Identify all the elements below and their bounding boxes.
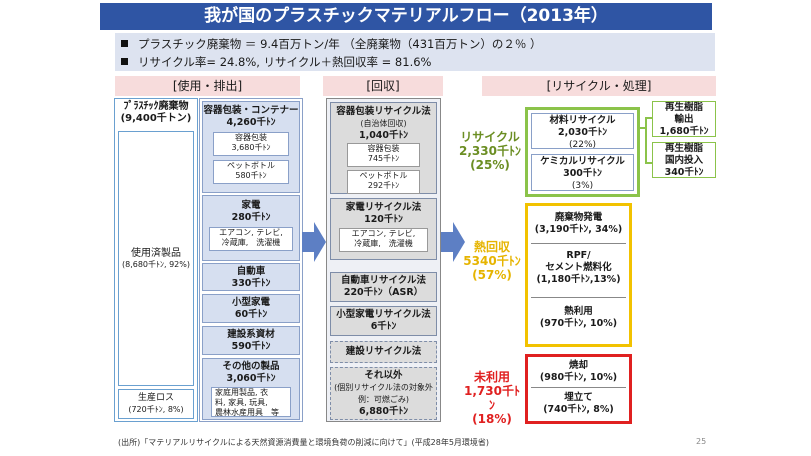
collect-small-appliance-law: 小型家電リサイクル法 6千ﾄﾝ [330, 306, 437, 336]
unused-box: 焼却 (980千ﾄﾝ, 10%) 埋立て (740千ﾄﾝ, 8%) [525, 354, 632, 424]
header-recycle: [リサイクル・処理] [482, 76, 716, 96]
page-number: 25 [696, 437, 707, 446]
waste-power-generation: 廃棄物発電 (3,190千ﾄﾝ, 34%) [531, 210, 626, 244]
used-products-value: (8,680千ﾄﾝ, 92%) [121, 260, 190, 269]
use-item-other: その他の製品 3,060千ﾄﾝ 家庭用製品, 衣料, 家具, 玩具, 農林水産用具… [202, 358, 300, 420]
heat-utilization: 熱利用 (970千ﾄﾝ, 10%) [531, 304, 626, 338]
landfill: 埋立て (740千ﾄﾝ, 8%) [531, 392, 626, 420]
use-item-construction: 建設系資材 590千ﾄﾝ [202, 326, 300, 355]
use-subitem-appliances: エアコン, テレビ, 冷蔵庫, 洗濯機 [209, 227, 293, 251]
summary-box: プラスチック廃棄物 ＝ 9.4百万トン/年 （全廃棄物（431百万トン）の２％ … [115, 33, 715, 71]
rpf-cement-fuel: RPF/ セメント燃料化 (1,180千ﾄﾝ,13%) [531, 248, 626, 298]
heat-recovery-box: 廃棄物発電 (3,190千ﾄﾝ, 34%) RPF/ セメント燃料化 (1,18… [525, 203, 632, 347]
resin-domestic-box: 再生樹脂 国内投入 340千ﾄﾝ [652, 142, 716, 178]
production-loss-box: 生産ロス (720千ﾄﾝ, 8%) [118, 389, 194, 419]
use-item-appliances: 家電 280千ﾄﾝ エアコン, テレビ, 冷蔵庫, 洗濯機 [202, 195, 300, 261]
production-loss-label: 生産ロス [137, 393, 174, 403]
waste-total: (9,400千トン) [120, 113, 192, 124]
collect-appliance-law: 家電リサイクル法 120千ﾄﾝ エアコン, テレビ, 冷蔵庫, 洗濯機 [330, 198, 437, 260]
collect-other: それ以外 (個別リサイクル法の対象外 例：可燃ごみ) 6,880千ﾄﾝ [330, 367, 437, 420]
bullet-icon [121, 58, 128, 65]
header-collect: [回収] [323, 76, 443, 96]
collect-column: 容器包装リサイクル法 (自治体回収) 1,040千ﾄﾝ 容器包装 745千ﾄﾝ ペ… [326, 98, 441, 422]
resin-export-box: 再生樹脂 輸出 1,680千ﾄﾝ [652, 101, 716, 137]
use-item-automobiles: 自動車 330千ﾄﾝ [202, 263, 300, 291]
recycle-box: 材料リサイクル 2,030千ﾄﾝ (22%) ケミカルリサイクル 300千ﾄﾝ … [525, 107, 640, 197]
chemical-recycle: ケミカルリサイクル 300千ﾄﾝ (3%) [531, 154, 634, 191]
collect-construction-law: 建設リサイクル法 [330, 341, 437, 363]
summary-line-2: リサイクル率= 24.8%, リサイクル＋熱回収率 = 81.6% [121, 53, 709, 71]
collect-subitem-appliances: エアコン, テレビ, 冷蔵庫, 洗濯機 [339, 228, 428, 252]
waste-total-box: ﾌﾟﾗｽﾁｯｸ廃棄物 (9,400千トン) 使用済製品 (8,680千ﾄﾝ, 9… [114, 98, 198, 422]
page-title: 我が国のプラスチックマテリアルフロー（2013年） [100, 3, 712, 30]
use-items-column: 容器包装・コンテナー 4,260千ﾄﾝ 容器包装 3,680千ﾄﾝ ペットボトル 5… [199, 98, 303, 422]
incineration: 焼却 (980千ﾄﾝ, 10%) [531, 360, 626, 388]
unused-summary: 未利用 1,730千ﾄﾝ (18%) [464, 370, 520, 426]
source-note: (出所)「マテリアルリサイクルによる天然資源消費量と環境負荷の削減に向けて」(平… [118, 438, 490, 447]
heat-summary: 熱回収 5340千ﾄﾝ (57%) [463, 240, 521, 282]
use-item-containers: 容器包装・コンテナー 4,260千ﾄﾝ 容器包装 3,680千ﾄﾝ ペットボトル 5… [202, 101, 300, 193]
material-recycle: 材料リサイクル 2,030千ﾄﾝ (22%) [531, 113, 634, 150]
use-subitem-other: 家庭用製品, 衣料, 家具, 玩具, 農林水産用具 等 [211, 387, 291, 417]
production-loss-value: (720千ﾄﾝ, 8%) [128, 405, 184, 414]
use-subitem-pet-bottles: ペットボトル 580千ﾄﾝ [213, 160, 289, 184]
collect-containers-law: 容器包装リサイクル法 (自治体回収) 1,040千ﾄﾝ 容器包装 745千ﾄﾝ ペ… [330, 102, 437, 194]
collect-auto-law: 自動車リサイクル法 220千ﾄﾝ（ASR） [330, 272, 437, 302]
arrow-right-icon [302, 222, 326, 262]
waste-title: ﾌﾟﾗｽﾁｯｸ廃棄物 [123, 101, 189, 112]
summary-line-1: プラスチック廃棄物 ＝ 9.4百万トン/年 （全廃棄物（431百万トン）の２％ … [121, 35, 709, 53]
connector-arrows [640, 117, 652, 164]
collect-subitem-containers: 容器包装 745千ﾄﾝ [347, 143, 420, 167]
collect-subitem-pet: ペットボトル 292千ﾄﾝ [347, 170, 420, 194]
used-products-box: 使用済製品 (8,680千ﾄﾝ, 92%) [118, 131, 194, 386]
header-use: [使用・排出] [115, 76, 300, 96]
use-subitem-containers: 容器包装 3,680千ﾄﾝ [213, 132, 289, 156]
use-item-small-appliances: 小型家電 60千ﾄﾝ [202, 294, 300, 323]
used-products-label: 使用済製品 [131, 248, 181, 259]
recycle-summary: リサイクル 2,330千ﾄﾝ (25%) [459, 130, 521, 172]
bullet-icon [121, 40, 128, 47]
arrow-right-icon [441, 222, 465, 262]
